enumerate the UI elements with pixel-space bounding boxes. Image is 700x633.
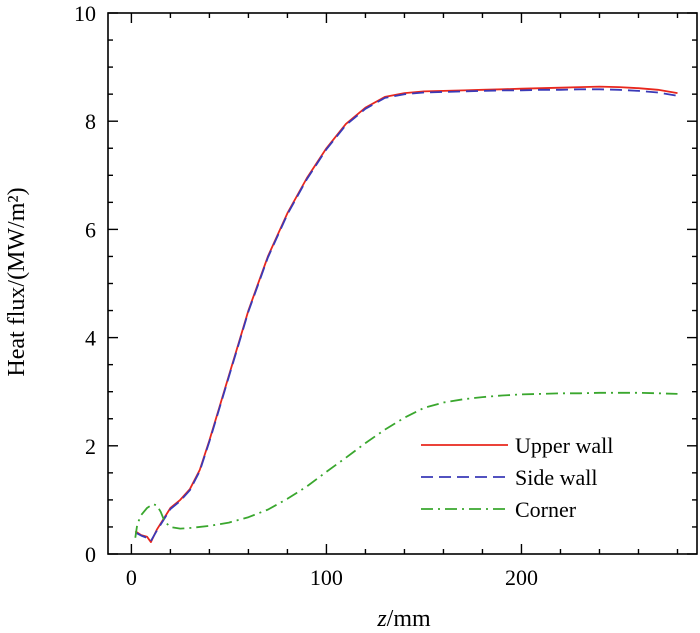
x-tick-label: 100 [310,565,343,590]
axes-layer: 0 100 200 0 2 4 6 8 10 [74,1,698,590]
legend-label-3: Corner [515,497,577,522]
y-axis-label: Heat flux/(MW/m²) [4,187,30,376]
y-tick-label: 10 [74,1,96,26]
x-axis-label-italic: z [376,606,387,632]
series-line-2 [134,88,678,542]
x-axis-label: z/mm [376,606,431,632]
plot-layer [134,85,678,543]
series-line-3 [134,391,678,538]
y-tick-label: 8 [85,109,96,134]
x-tick-label: 200 [505,565,538,590]
legend-label-1: Upper wall [515,433,613,458]
y-tick-label: 6 [85,217,96,242]
x-axis-label-unit: /mm [387,606,431,632]
y-tick-label: 2 [85,434,96,459]
y-tick-label: 4 [85,326,96,351]
x-tick-label: 0 [126,565,137,590]
legend: Upper wall Side wall Corner [421,433,613,522]
y-tick-label: 0 [85,542,96,567]
legend-label-2: Side wall [515,465,598,490]
